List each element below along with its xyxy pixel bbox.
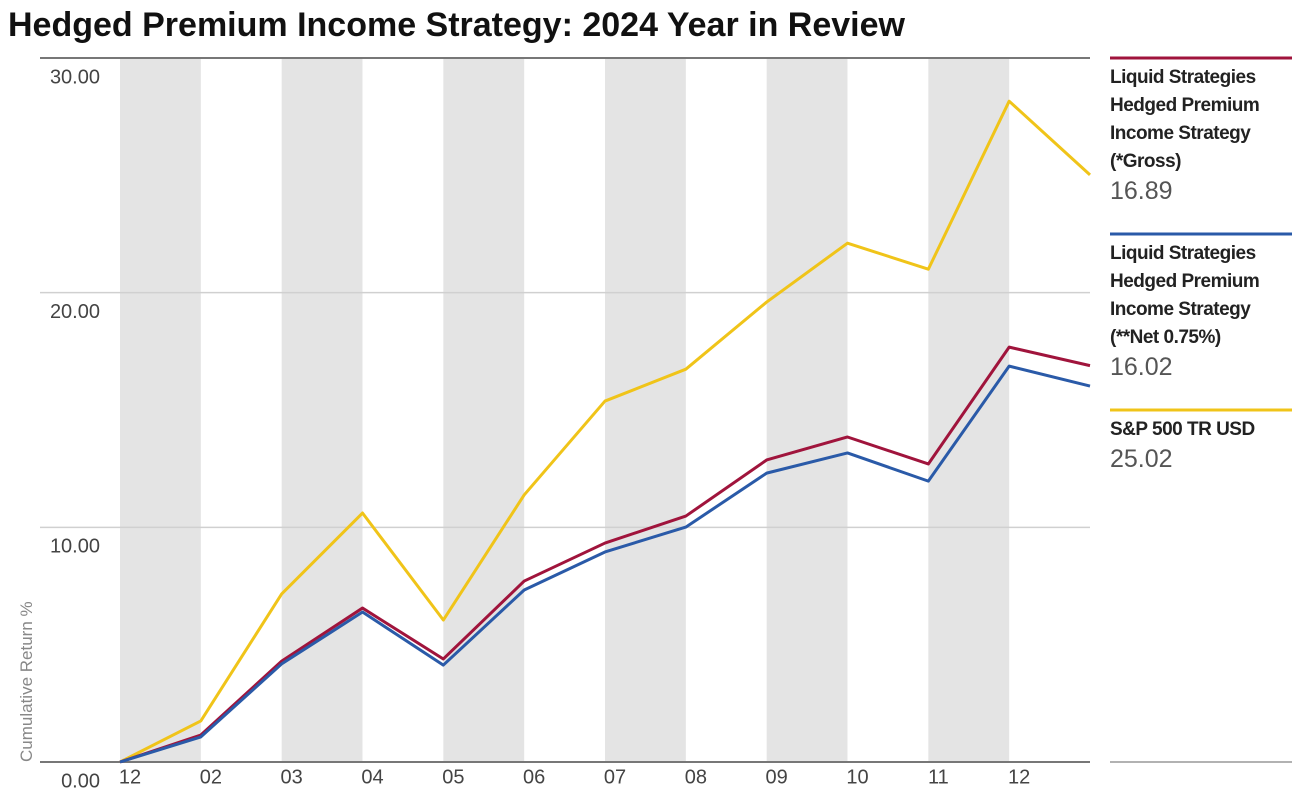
- chart-title: Hedged Premium Income Strategy: 2024 Yea…: [8, 6, 905, 44]
- x-tick-label: 08: [685, 766, 707, 788]
- band: [443, 58, 525, 762]
- x-tick-label: 07: [604, 766, 626, 788]
- x-tick-label: 12: [1008, 766, 1030, 788]
- legend-value: 25.02: [1110, 445, 1173, 473]
- band: [766, 58, 848, 762]
- x-tick-label: 11: [928, 766, 949, 788]
- legend-label: S&P 500 TR USD: [1110, 419, 1255, 440]
- x-tick-label: 09: [766, 766, 788, 788]
- legend-value: 16.89: [1110, 177, 1173, 205]
- x-tick-label: 05: [442, 766, 464, 788]
- band: [281, 58, 363, 762]
- y-tick-label: 0.00: [61, 770, 100, 792]
- legend-value: 16.02: [1110, 353, 1173, 381]
- x-tick-label: 10: [846, 766, 868, 788]
- y-axis-label: Cumulative Return %: [17, 601, 36, 762]
- series-line: [119, 99, 1092, 764]
- band: [928, 58, 1010, 762]
- x-tick-label: 06: [523, 766, 545, 788]
- legend-label: Liquid Strategies Hedged Premium Income …: [1110, 67, 1260, 172]
- band: [605, 58, 686, 762]
- legend-entry: Liquid Strategies Hedged Premium Income …: [1110, 234, 1292, 382]
- y-tick-label: 20.00: [50, 301, 100, 323]
- x-tick-label: 12: [119, 766, 141, 788]
- band: [120, 58, 201, 762]
- y-tick-label: 10.00: [50, 536, 100, 558]
- series-line: [119, 345, 1091, 764]
- x-tick-label: 02: [200, 766, 222, 788]
- legend-entry: S&P 500 TR USD 25.02: [1110, 410, 1292, 474]
- y-tick-label: 30.00: [50, 66, 100, 88]
- x-tick-label: 04: [361, 766, 383, 788]
- legend-entry: Liquid Strategies Hedged Premium Income …: [1110, 58, 1292, 206]
- legend-label: Liquid Strategies Hedged Premium Income …: [1110, 243, 1260, 348]
- x-tick-label: 03: [281, 766, 303, 788]
- series-line: [119, 364, 1091, 764]
